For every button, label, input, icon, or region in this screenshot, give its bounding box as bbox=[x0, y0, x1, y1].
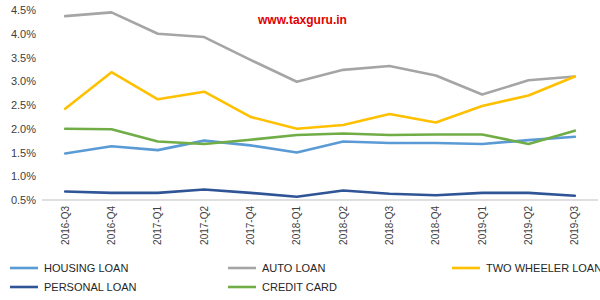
y-tick-label: 0.5% bbox=[11, 194, 36, 206]
chart: 0.5% 1.0% 1.5% 2.0% 2.5% 3.0% 3.5% 4.0% 4.5% 2016… bbox=[0, 0, 600, 300]
x-tick-label: 2019-Q3 bbox=[569, 206, 580, 245]
legend-swatch bbox=[228, 286, 256, 289]
legend-label: TWO WHEELER LOAN bbox=[486, 262, 600, 274]
legend-swatch bbox=[10, 286, 38, 289]
legend-item: TWO WHEELER LOAN bbox=[452, 262, 600, 274]
x-axis bbox=[42, 200, 598, 201]
x-tick-label: 2016-Q4 bbox=[106, 206, 117, 245]
x-tick-label: 2018-Q1 bbox=[291, 206, 302, 245]
series-line bbox=[65, 12, 575, 94]
legend-item: CREDIT CARD bbox=[228, 281, 337, 293]
x-tick-label: 2019-Q2 bbox=[523, 206, 534, 245]
legend-item: HOUSING LOAN bbox=[10, 262, 128, 274]
x-tick-label: 2016-Q3 bbox=[60, 206, 71, 245]
legend-label: AUTO LOAN bbox=[262, 262, 325, 274]
annotation: www.taxguru.in bbox=[257, 13, 347, 27]
x-tick-label: 2018-Q2 bbox=[338, 206, 349, 245]
x-tick-label: 2017-Q2 bbox=[199, 206, 210, 245]
y-tick-label: 2.5% bbox=[11, 99, 36, 111]
y-tick-label: 2.0% bbox=[11, 123, 36, 135]
y-tick-label: 4.0% bbox=[11, 28, 36, 40]
series-line bbox=[65, 129, 575, 144]
legend-swatch bbox=[10, 267, 38, 270]
series-line bbox=[65, 190, 575, 197]
legend-label: PERSONAL LOAN bbox=[44, 281, 137, 293]
legend-label: HOUSING LOAN bbox=[44, 262, 128, 274]
y-tick-label: 3.0% bbox=[11, 75, 36, 87]
legend-item: PERSONAL LOAN bbox=[10, 281, 137, 293]
series-line bbox=[65, 72, 575, 129]
y-tick-label: 3.5% bbox=[11, 52, 36, 64]
x-tick-label: 2017-Q1 bbox=[152, 206, 163, 245]
legend-label: CREDIT CARD bbox=[262, 281, 337, 293]
y-tick-label: 1.5% bbox=[11, 147, 36, 159]
series-line bbox=[65, 137, 575, 154]
legend-item: AUTO LOAN bbox=[228, 262, 325, 274]
series-group bbox=[65, 12, 575, 196]
x-tick-label: 2018-Q4 bbox=[430, 206, 441, 245]
y-tick-label: 4.5% bbox=[11, 4, 36, 16]
x-tick-label: 2018-Q3 bbox=[384, 206, 395, 245]
x-tick-label: 2017-Q4 bbox=[245, 206, 256, 245]
legend-swatch bbox=[452, 267, 480, 270]
y-tick-label: 1.0% bbox=[11, 170, 36, 182]
legend-swatch bbox=[228, 267, 256, 270]
x-tick-label: 2019-Q1 bbox=[477, 206, 488, 245]
